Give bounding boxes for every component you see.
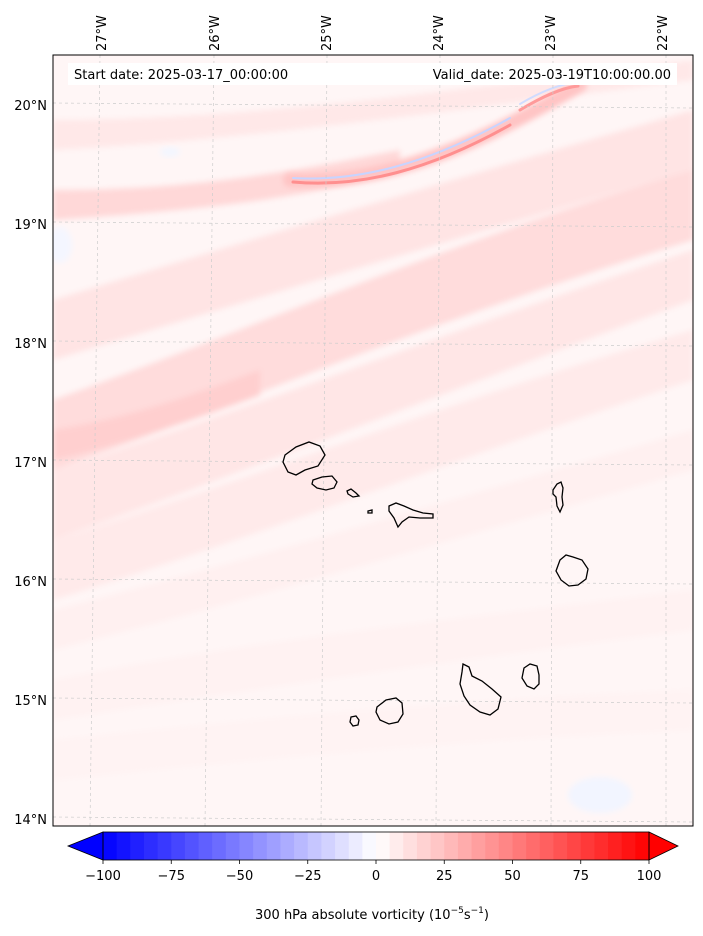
colorbar-tick-label: 50 — [504, 869, 521, 884]
lon-tick-label: 26°W — [208, 15, 223, 51]
lat-tick-label: 18°N — [14, 337, 47, 352]
colorbar-segment — [580, 832, 595, 860]
colorbar-segment — [184, 832, 200, 860]
colorbar-segment — [416, 832, 432, 860]
lat-tick-labels: 20°N 19°N 18°N 17°N 16°N 15°N 14°N — [14, 99, 47, 828]
colorbar-segment — [553, 832, 568, 860]
colorbar-segment — [212, 832, 227, 860]
info-box — [68, 63, 677, 85]
lat-tick-label: 15°N — [14, 694, 47, 709]
colorbar-tick-label: 100 — [637, 869, 662, 884]
colorbar-segment — [335, 832, 350, 860]
island-boa-vista — [555, 554, 589, 587]
colorbar-segment — [567, 832, 582, 860]
island-maio — [521, 663, 540, 690]
colorbar-segment — [526, 832, 541, 860]
island-sao-vicente — [311, 475, 338, 491]
colorbar-segment — [253, 832, 268, 860]
island-santiago — [459, 663, 502, 716]
lat-tick-label: 14°N — [14, 813, 47, 828]
colorbar-segment — [608, 832, 623, 860]
colorbar-segment — [239, 832, 254, 860]
colorbar-tick-label: −75 — [158, 869, 185, 884]
colorbar-segment — [594, 832, 609, 860]
colorbar-segment — [348, 832, 363, 860]
colorbar-segment — [157, 832, 172, 860]
start-date-text: Start date: 2025-03-17_00:00:00 — [74, 68, 288, 83]
colorbar-segments — [103, 832, 650, 860]
lon-tick-label: 27°W — [95, 15, 110, 51]
island-raso — [367, 509, 373, 514]
island-santa-luzia — [346, 488, 361, 498]
colorbar-segment — [430, 832, 445, 860]
island-brava — [349, 715, 360, 727]
colorbar-segment — [266, 832, 282, 860]
colorbar-segment — [471, 832, 486, 860]
colorbar-segment — [280, 832, 295, 860]
colorbar-segment — [143, 832, 159, 860]
colorbar-segment — [621, 832, 636, 860]
colorbar-segment — [444, 832, 459, 860]
valid-date-text: Valid_date: 2025-03-19T10:00:00.00 — [433, 68, 671, 83]
colorbar-tick-label: −25 — [294, 869, 321, 884]
colorbar-segment — [512, 832, 527, 860]
colorbar-segment — [198, 832, 213, 860]
lat-tick-label: 20°N — [14, 99, 47, 114]
colorbar-extend-max — [648, 831, 679, 861]
coastlines — [282, 441, 589, 727]
island-sal — [552, 481, 564, 514]
colorbar-segment — [403, 832, 418, 860]
colorbar-segment — [171, 832, 186, 860]
island-santo-antao — [282, 441, 326, 476]
island-fogo — [375, 697, 404, 725]
map-frame — [52, 54, 694, 827]
colorbar-segment — [485, 832, 500, 860]
colorbar-segment — [307, 832, 322, 860]
colorbar-tick-label: −100 — [85, 869, 121, 884]
island-sao-nicolau — [388, 502, 434, 529]
colorbar-segment — [498, 832, 514, 860]
lat-tick-label: 17°N — [14, 456, 47, 471]
colorbar-tick-label: 25 — [436, 869, 453, 884]
colorbar-segment — [294, 832, 309, 860]
colorbar-tick-label: −50 — [226, 869, 253, 884]
lon-tick-label: 24°W — [432, 15, 447, 51]
colorbar-segment — [635, 832, 650, 860]
colorbar-segment — [362, 832, 377, 860]
colorbar-segment — [130, 832, 145, 860]
colorbar-extend-min — [66, 831, 104, 861]
colorbar-tick-label: 75 — [572, 869, 589, 884]
lon-tick-label: 23°W — [544, 15, 559, 51]
colorbar-tick-label: 0 — [372, 869, 380, 884]
colorbar-segment — [457, 832, 473, 860]
lon-tick-label: 22°W — [656, 15, 671, 51]
colorbar-ticks: −100 −75 −50 −25 0 25 50 75 100 — [85, 860, 661, 884]
map-panel: Start date: 2025-03-17_00:00:00 Valid_da… — [52, 54, 694, 827]
colorbar-segment — [389, 832, 404, 860]
vorticity-field — [53, 60, 693, 813]
colorbar-segment — [116, 832, 131, 860]
lat-tick-label: 19°N — [14, 218, 47, 233]
lon-tick-labels: 27°W 26°W 25°W 24°W 23°W 22°W — [95, 15, 671, 51]
colorbar-segment — [321, 832, 336, 860]
lon-tick-label: 25°W — [320, 15, 335, 51]
colorbar-label: 300 hPa absolute vorticity (10−5s−1) — [255, 906, 489, 923]
colorbar-segment — [539, 832, 555, 860]
colorbar-segment — [103, 832, 118, 860]
gridlines — [53, 55, 693, 826]
lat-tick-label: 16°N — [14, 575, 47, 590]
colorbar: −100 −75 −50 −25 0 25 50 75 100 300 hPa absolute… — [66, 831, 679, 923]
colorbar-segment — [225, 832, 241, 860]
colorbar-segment — [376, 832, 391, 860]
